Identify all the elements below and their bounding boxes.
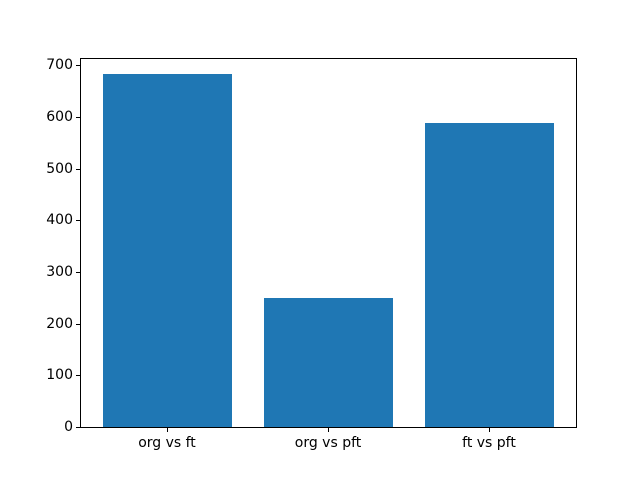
y-tick-label-400: 400 [46, 212, 73, 228]
y-tick-label-700: 700 [46, 57, 73, 73]
y-tick-label-600: 600 [46, 109, 73, 125]
y-tick-mark [76, 117, 80, 118]
y-tick-mark [76, 220, 80, 221]
bar-org-vs-ft [103, 74, 232, 427]
y-tick-label-500: 500 [46, 161, 73, 177]
x-tick-mark [328, 428, 329, 432]
y-tick-label-100: 100 [46, 367, 73, 383]
y-tick-mark [76, 375, 80, 376]
x-tick-label-org-vs-pft: org vs pft [294, 435, 362, 451]
y-tick-label-0: 0 [64, 419, 73, 435]
bar-org-vs-pft [264, 298, 393, 427]
bar-ft-vs-pft [425, 123, 554, 427]
x-tick-label-org-vs-ft: org vs ft [138, 435, 196, 451]
y-tick-label-200: 200 [46, 316, 73, 332]
x-tick-mark [489, 428, 490, 432]
y-tick-mark [76, 272, 80, 273]
x-tick-mark [167, 428, 168, 432]
y-tick-label-300: 300 [46, 264, 73, 280]
y-tick-mark [76, 427, 80, 428]
x-tick-label-ft-vs-pft: ft vs pft [462, 435, 516, 451]
y-tick-mark [76, 324, 80, 325]
y-tick-mark [76, 65, 80, 66]
y-tick-mark [76, 169, 80, 170]
